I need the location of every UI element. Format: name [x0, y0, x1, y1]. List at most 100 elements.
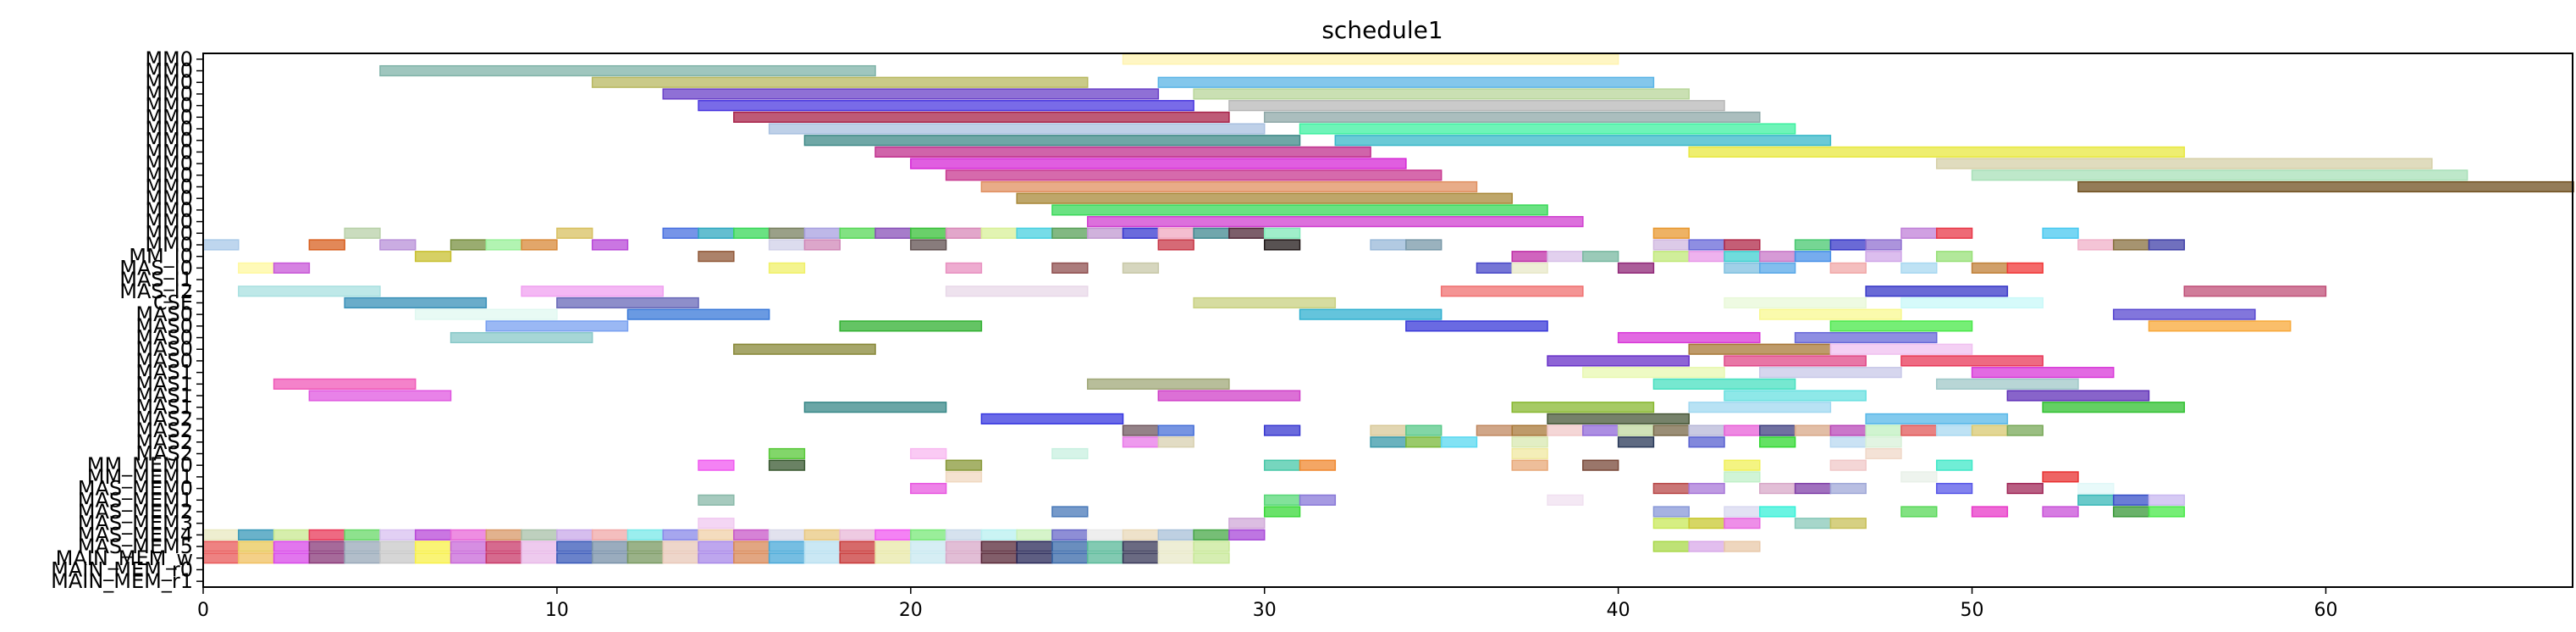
task-bar [414, 529, 452, 541]
task-bar [485, 541, 522, 552]
task-bar [1016, 552, 1053, 564]
task-bar [1900, 424, 1938, 436]
task-bar [768, 123, 1266, 135]
task-bar [238, 529, 275, 541]
task-bar [2042, 402, 2186, 413]
task-bar [1228, 227, 1266, 239]
task-bar [1087, 227, 1124, 239]
task-bar [2077, 180, 2574, 193]
task-bar [1087, 541, 1124, 552]
y-tick-label: MM0 [145, 164, 193, 187]
task-bar [1263, 227, 1301, 239]
task-bar [1759, 262, 1796, 274]
task-bar [521, 552, 558, 564]
task-bar [803, 541, 841, 552]
task-bar [1122, 529, 1160, 541]
task-bar [1157, 541, 1194, 552]
task-bar [1016, 541, 1053, 552]
task-bar [1299, 308, 1442, 320]
task-bar [803, 529, 841, 541]
task-bar [626, 541, 665, 552]
task-bar [1511, 251, 1548, 263]
task-bar [662, 88, 1160, 100]
task-bar [1193, 541, 1230, 552]
task-bar [1228, 518, 1266, 529]
x-tick-label: 50 [1961, 600, 1984, 621]
task-bar [945, 541, 983, 552]
task-bar [521, 286, 665, 297]
task-bar [1405, 436, 1442, 448]
task-bar [1087, 552, 1124, 564]
task-bar [379, 64, 876, 77]
task-bar [379, 552, 416, 564]
task-bar [1794, 331, 1938, 344]
task-bar [1016, 529, 1053, 541]
task-bar [1334, 135, 1832, 147]
task-bar [698, 541, 735, 552]
task-bar [1051, 227, 1089, 239]
task-bar [733, 541, 770, 552]
task-bar [945, 471, 983, 483]
task-bar [344, 227, 381, 239]
task-bar [521, 239, 558, 251]
task-bar [1193, 529, 1230, 541]
task-bar [2077, 239, 2115, 251]
y-tick-label: MAIN_MEM_w [56, 546, 193, 570]
y-tick-label: MAS2 [135, 430, 193, 454]
task-bar [980, 413, 1124, 425]
task-bar [238, 541, 275, 552]
task-bar [1829, 518, 1867, 529]
task-bar [591, 239, 629, 251]
task-bar [1370, 424, 1407, 436]
task-bar [698, 529, 735, 541]
task-bar [1370, 436, 1407, 448]
task-bar [1936, 227, 1973, 239]
x-tick-label: 0 [197, 600, 209, 621]
task-bar [1724, 424, 1761, 436]
task-bar [1511, 424, 1548, 436]
task-bar [2077, 482, 2115, 495]
task-bar [626, 529, 665, 541]
task-bar [273, 378, 416, 390]
task-bar [980, 541, 1018, 552]
task-bar [1829, 320, 1973, 332]
task-bar [874, 146, 1371, 158]
task-bar [1122, 262, 1160, 274]
task-bar [698, 100, 1194, 112]
task-bar [379, 529, 416, 541]
y-tick-label: MM0 [145, 186, 193, 210]
task-bar [1688, 436, 1725, 448]
task-bar [803, 227, 841, 239]
task-bar [945, 227, 983, 239]
task-bar [1724, 390, 1867, 402]
task-bar [1122, 424, 1160, 436]
y-tick-label: MAS_MEM4 [78, 523, 193, 546]
task-bar [450, 331, 593, 344]
task-bar [2148, 506, 2186, 518]
task-bar [1688, 518, 1725, 529]
task-bar [1688, 541, 1725, 552]
task-bar [803, 402, 947, 413]
task-bar [273, 541, 311, 552]
task-bar [308, 552, 345, 564]
task-bar [1617, 424, 1655, 436]
y-tick-label: MM0 [145, 70, 193, 94]
task-bar [1829, 436, 1867, 448]
y-tick-label: MAS2 [135, 407, 193, 430]
y-tick-label: MAS0 [135, 349, 193, 373]
task-bar [1724, 251, 1761, 263]
y-tick-label: MAS2 [135, 419, 193, 442]
task-bar [1582, 367, 1725, 379]
task-bar [556, 529, 593, 541]
task-bar [521, 541, 558, 552]
task-bar [1688, 146, 2186, 158]
task-bar [1829, 343, 1973, 355]
task-bar [202, 239, 240, 251]
task-bar [1652, 424, 1690, 436]
task-bar [733, 552, 770, 564]
x-tick-label: 30 [1253, 600, 1277, 621]
task-bar [1829, 262, 1867, 274]
task-bar [2183, 286, 2327, 297]
task-bar [1724, 459, 1761, 471]
task-bar [344, 552, 381, 564]
